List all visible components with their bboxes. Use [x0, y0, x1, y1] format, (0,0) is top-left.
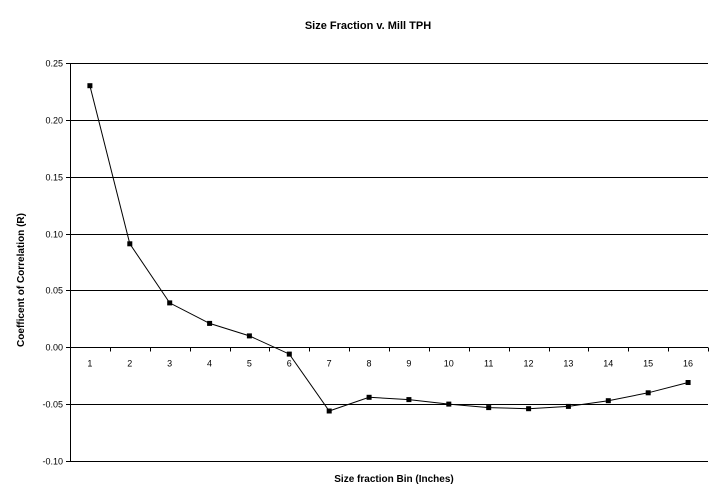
data-point [127, 241, 133, 247]
data-point [366, 394, 372, 400]
y-tick-label: 0.00 [45, 343, 63, 353]
data-point [326, 408, 332, 414]
x-tick-label: 13 [563, 358, 573, 368]
y-tick-label: 0.10 [45, 230, 63, 240]
data-point [167, 300, 173, 306]
y-tick-label: -0.10 [42, 457, 63, 467]
axes [66, 63, 709, 462]
data-series [87, 83, 691, 414]
x-tick-label: 15 [643, 358, 653, 368]
x-tick-label: 7 [327, 358, 332, 368]
y-axis-label: Coefficent of Correlation (R) [16, 213, 27, 347]
data-point [645, 390, 651, 396]
x-tick-label: 4 [207, 358, 212, 368]
data-point [207, 320, 213, 326]
x-tick-label: 6 [287, 358, 292, 368]
series-line [89, 85, 689, 412]
data-point [685, 380, 691, 385]
data-point [486, 405, 492, 411]
y-tick-label: 0.15 [45, 173, 63, 183]
x-tick-label: 5 [247, 358, 252, 368]
x-tick-label: 1 [87, 358, 92, 368]
data-point [605, 398, 611, 404]
data-point [565, 403, 571, 409]
x-axis-label: Size fraction Bin (Inches) [334, 474, 453, 485]
x-tick-label: 14 [603, 358, 613, 368]
x-tick-label: 9 [406, 358, 411, 368]
data-point [446, 401, 452, 407]
x-tick-label: 10 [444, 358, 454, 368]
y-tick-label: 0.05 [45, 286, 63, 296]
data-point [286, 351, 292, 357]
chart-title: Size Fraction v. Mill TPH [305, 20, 431, 32]
y-tick-label: 0.20 [45, 116, 63, 126]
x-tick-label: 2 [127, 358, 132, 368]
x-tick-label: 11 [484, 358, 493, 368]
x-tick-label: 12 [524, 358, 534, 368]
y-tick-label: -0.05 [42, 400, 63, 410]
data-point [526, 406, 532, 412]
data-point [406, 397, 412, 403]
y-tick-labels: -0.10 -0.05 0.00 0.05 0.10 0.15 0.20 0.25 [42, 59, 63, 467]
x-tick-label: 3 [167, 358, 172, 368]
data-point [87, 83, 93, 89]
y-tick-label: 0.25 [45, 59, 63, 69]
x-tick-label: 8 [367, 358, 372, 368]
x-tick-labels: 1 2 3 4 5 6 7 8 9 10 11 12 13 14 15 16 [87, 358, 693, 368]
x-tick-label: 16 [683, 358, 693, 368]
data-point [246, 333, 252, 339]
